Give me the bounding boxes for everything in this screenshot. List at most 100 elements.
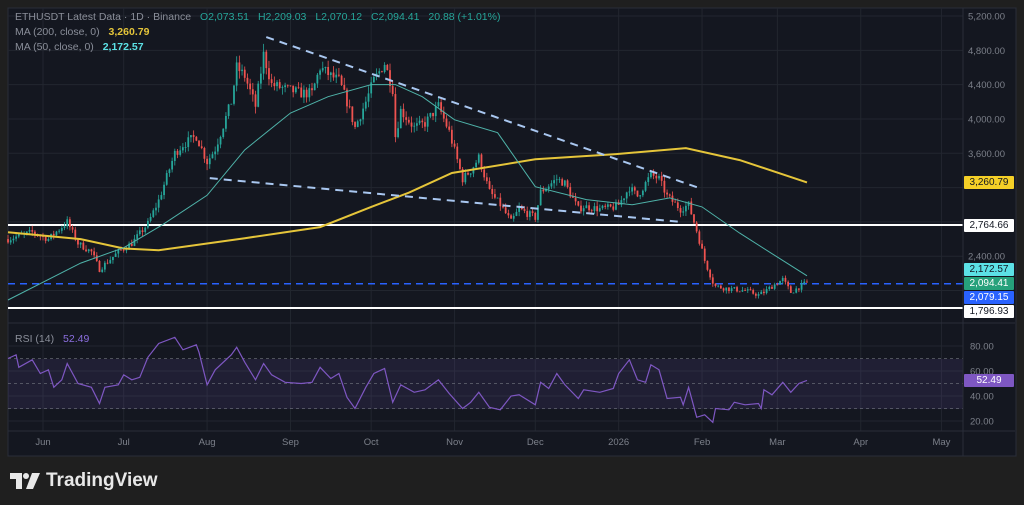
candle-body [410, 122, 413, 127]
candle-body [34, 231, 36, 235]
price-tick-label: 4,800.00 [968, 46, 1005, 57]
candle-body [421, 120, 424, 123]
candle-body [370, 82, 373, 94]
candle-body [477, 154, 480, 163]
candle-body [329, 72, 332, 76]
candle-body [577, 201, 580, 206]
candle-body [563, 180, 566, 186]
candle-body [432, 112, 434, 117]
ma200-legend[interactable]: MA (200, close, 0) 3,260.79 [15, 26, 149, 38]
candle-body [227, 104, 230, 117]
candle-body [184, 147, 187, 148]
close-value: C2,094.41 [370, 11, 420, 23]
rsi-legend[interactable]: RSI (14) 52.49 [15, 333, 89, 345]
candle-body [620, 200, 623, 205]
time-tick-label: Aug [199, 437, 216, 448]
ma200-value: 3,260.79 [108, 26, 150, 38]
candle-body [262, 51, 265, 74]
candle-body [526, 210, 529, 217]
candle-body [703, 248, 706, 261]
candle-body [668, 194, 671, 196]
candle-body [800, 283, 803, 290]
rsi-value-badge: 52.49 [964, 374, 1014, 387]
candle-body [797, 288, 800, 290]
candle-body [168, 169, 171, 174]
candle-body [144, 227, 147, 232]
tradingview-logo[interactable]: TradingView [10, 470, 158, 492]
candle-body [327, 67, 330, 76]
candle-body [268, 68, 270, 80]
candle-body [203, 148, 206, 159]
candle-body [179, 150, 182, 155]
candle-body [238, 62, 241, 72]
candle-body [364, 101, 367, 109]
candle-body [763, 291, 765, 294]
candle-body [149, 216, 152, 221]
candle-body [652, 171, 655, 176]
candle-body [128, 243, 130, 250]
time-tick-label: Jul [118, 437, 130, 448]
candle-body [17, 233, 20, 237]
candle-body [491, 188, 494, 195]
candle-body [534, 212, 537, 220]
candle-body [211, 154, 214, 159]
candle-body [429, 112, 432, 117]
candle-body [585, 205, 588, 209]
brand-name: TradingView [46, 470, 158, 491]
candle-body [658, 176, 660, 179]
candle-body [448, 126, 451, 130]
candle-body [276, 82, 278, 87]
candle-body [784, 277, 787, 282]
candle-body [676, 202, 679, 209]
candle-body [362, 108, 365, 120]
price-axis[interactable]: 5,200.00 4,800.00 4,400.00 4,000.00 3,600.00… [968, 12, 1005, 263]
candle-body [383, 64, 386, 72]
candle-body [120, 249, 122, 251]
candle-body [596, 206, 599, 212]
candle-body [103, 262, 106, 270]
candle-body [558, 179, 561, 180]
candle-body [324, 67, 327, 69]
candle-body [416, 123, 418, 126]
ma200-line [7, 147, 808, 252]
rsi-legend-value: 52.49 [63, 333, 90, 345]
candle-body [647, 177, 650, 183]
candle-body [343, 85, 346, 90]
time-axis[interactable]: Jun Jul Aug Sep Oct Nov Dec 2026 Feb Mar Apr May [35, 437, 950, 448]
candle-body [711, 277, 714, 284]
candle-body [292, 85, 295, 93]
candle-body [397, 128, 399, 138]
candle-body [485, 177, 488, 182]
candle-body [607, 204, 609, 207]
candle-body [494, 194, 496, 198]
candle-body [259, 73, 262, 84]
candle-body [502, 206, 504, 208]
rsi-axis[interactable]: 80.00 60.00 40.00 20.00 [970, 342, 994, 428]
candle-body [641, 190, 644, 196]
candle-body [15, 236, 17, 239]
candle-body [550, 183, 553, 187]
ma50-legend[interactable]: MA (50, close, 0) 2,172.57 [15, 41, 144, 53]
candle-body [190, 135, 192, 138]
candle-body [633, 187, 636, 191]
candle-body [639, 195, 642, 197]
candle-body [717, 285, 720, 287]
candle-body [469, 173, 472, 175]
candle-body [389, 70, 391, 87]
price-tick-label: 2,400.00 [968, 252, 1005, 263]
candle-body [771, 286, 773, 289]
candle-body [572, 196, 574, 198]
candle-body [71, 227, 74, 230]
trendlines[interactable] [209, 36, 700, 223]
candle-body [284, 85, 286, 88]
candle-body [289, 85, 292, 87]
candle-body [685, 205, 687, 212]
candle-body [418, 120, 421, 124]
candle-body [453, 143, 456, 147]
symbol-legend[interactable]: ETHUSDT Latest Data · 1D · Binance O2,07… [15, 11, 500, 23]
time-tick-label: Mar [769, 437, 785, 448]
time-tick-label: Jun [35, 437, 50, 448]
candle-body [515, 211, 518, 216]
candle-body [590, 210, 593, 212]
